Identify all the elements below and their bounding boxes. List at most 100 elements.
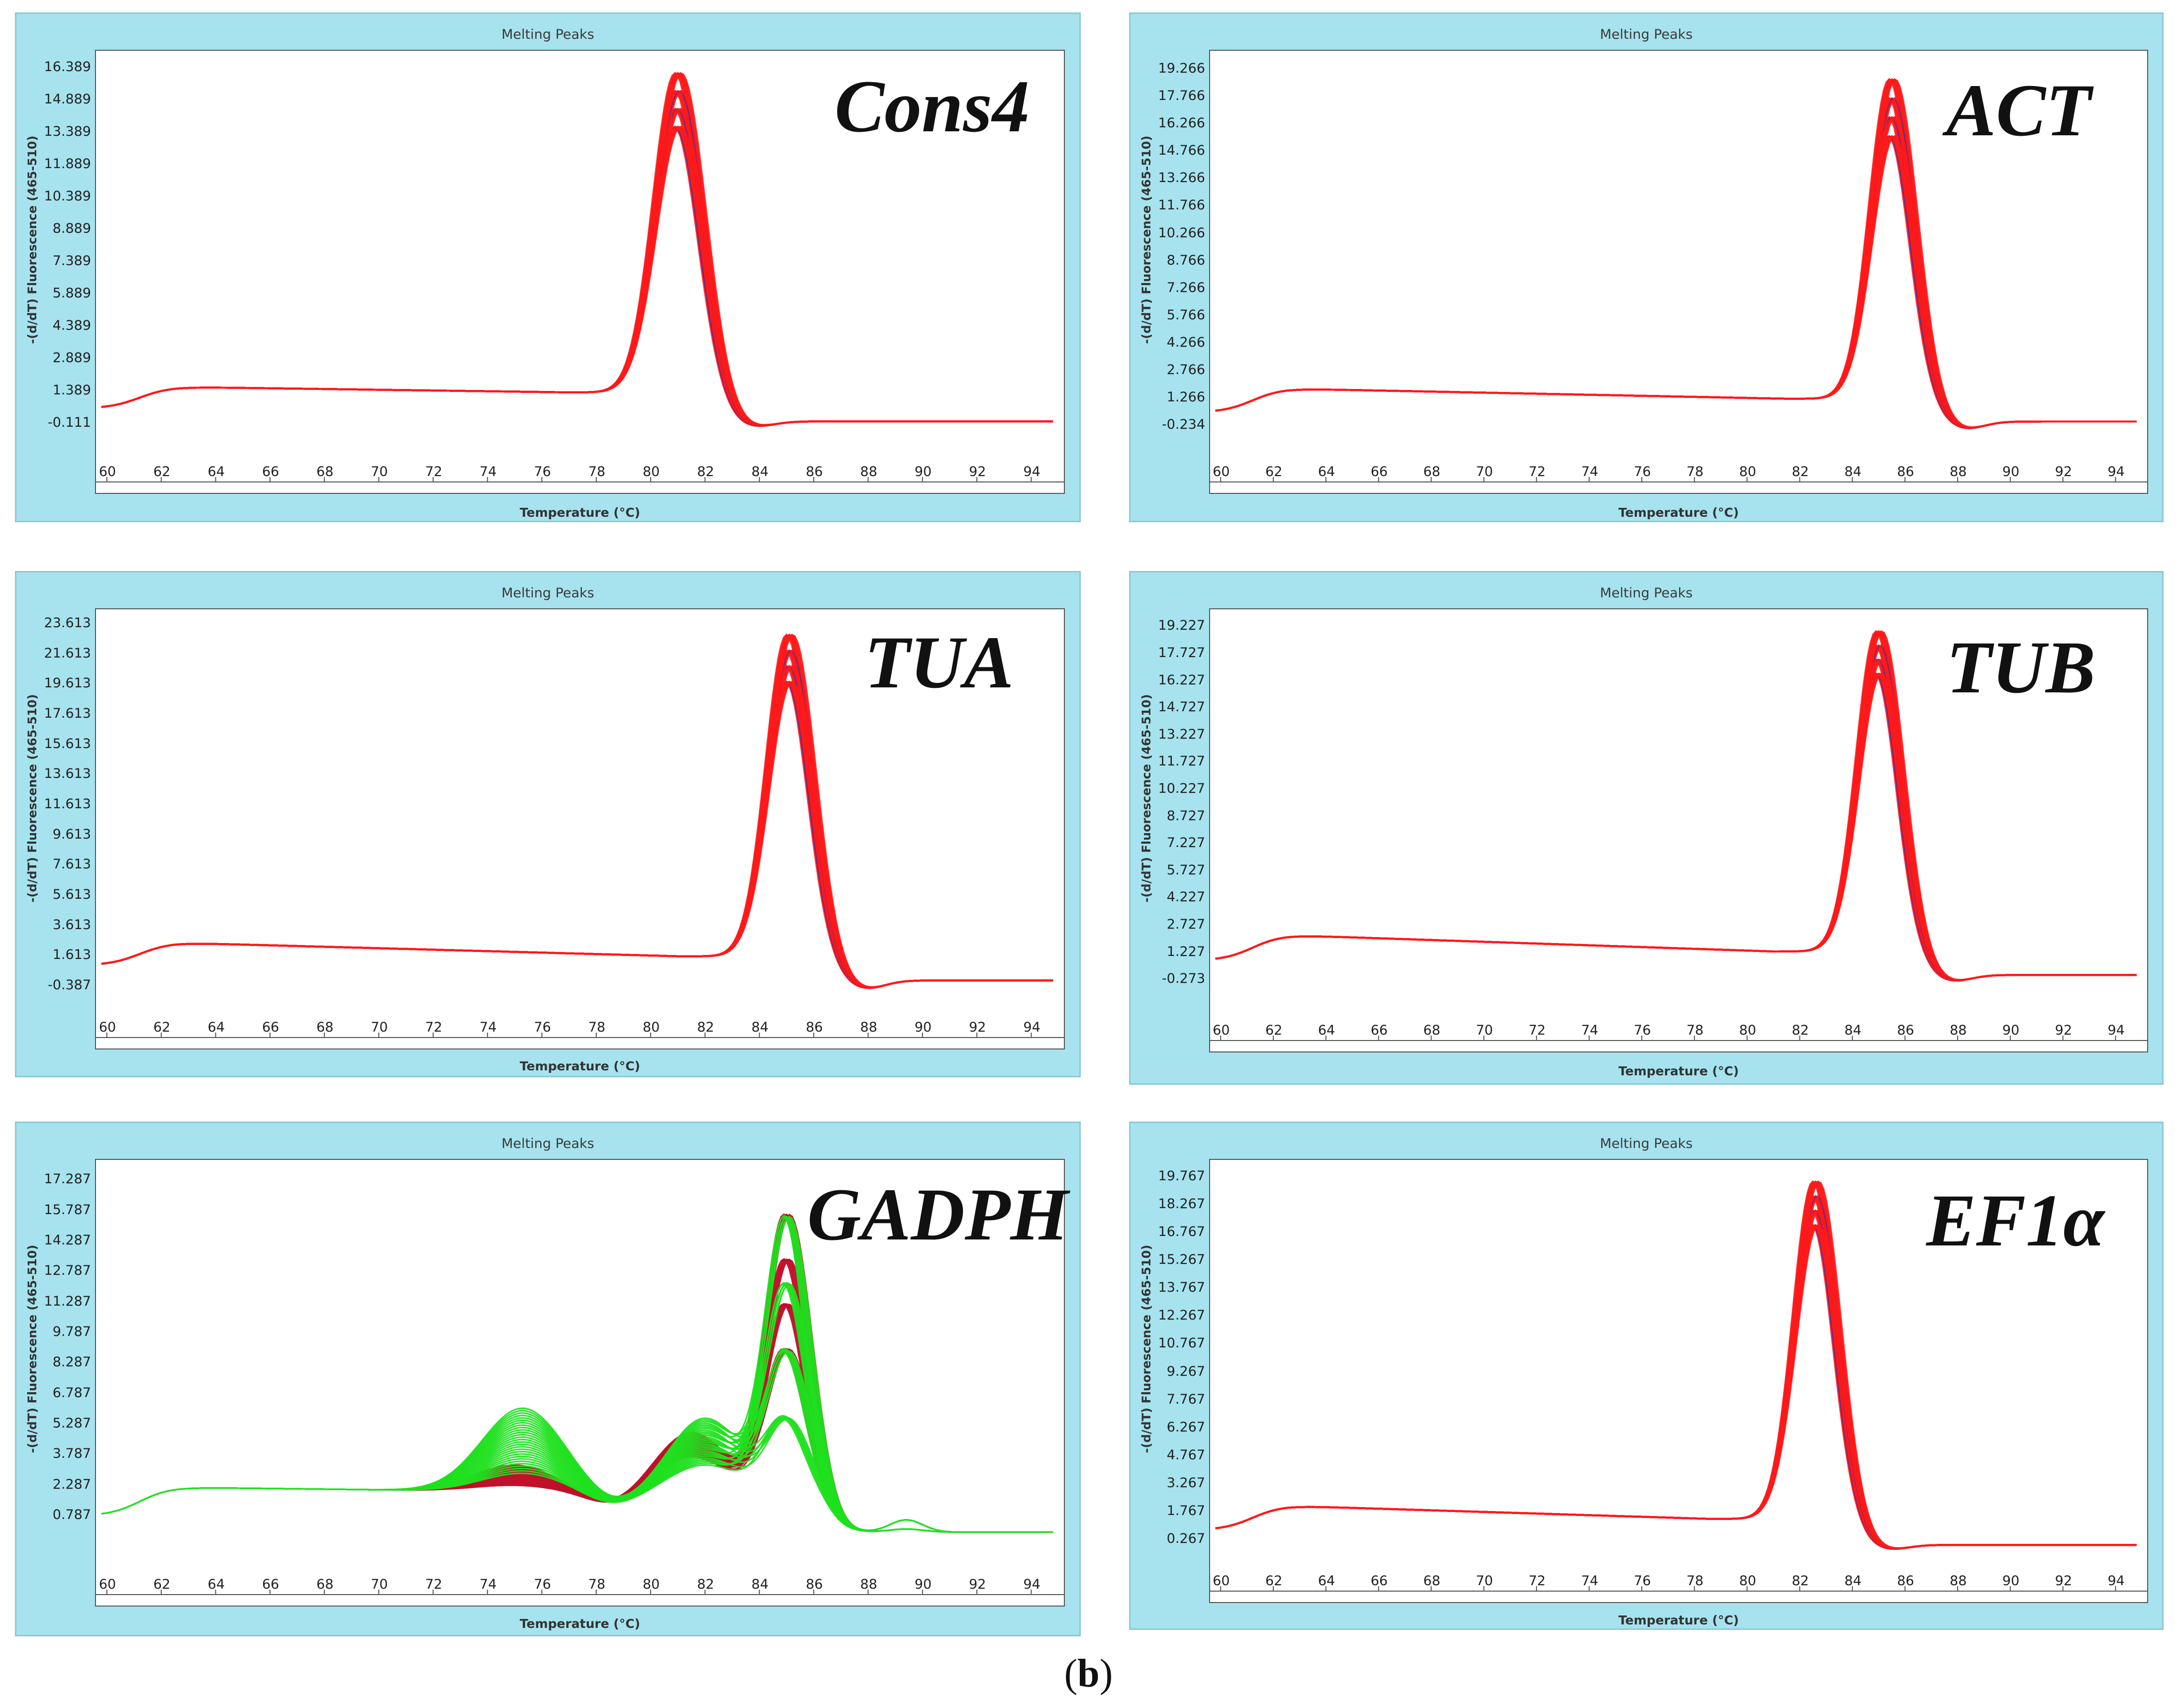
series-line — [101, 1349, 1053, 1533]
series-line — [101, 108, 1053, 427]
y-tick-label: 1.266 — [1166, 389, 1205, 405]
series-line — [101, 1215, 1053, 1533]
y-tick-label: 3.267 — [1166, 1475, 1205, 1491]
series-line — [101, 665, 1053, 989]
x-tick-label: 88 — [1949, 464, 1967, 479]
x-tick-label: 68 — [1423, 1573, 1440, 1589]
series-line — [101, 1350, 1053, 1533]
y-tick-label: 9.613 — [52, 826, 91, 842]
series-line — [101, 125, 1053, 427]
x-tick-label: 82 — [697, 464, 714, 479]
y-tick-label: 8.287 — [52, 1354, 91, 1370]
series-line — [101, 1303, 1053, 1533]
series-line — [101, 107, 1053, 426]
x-tick-label: 76 — [534, 1577, 551, 1592]
y-tick-label: 4.767 — [1166, 1447, 1205, 1463]
y-tick-label: 16.227 — [1158, 672, 1205, 688]
x-tick-label: 90 — [2002, 1573, 2020, 1589]
series-line — [1215, 1225, 2137, 1550]
series-line — [1215, 1224, 2137, 1550]
series-line — [101, 681, 1053, 989]
y-tick-label: 11.766 — [1158, 197, 1205, 213]
x-tick-label: 92 — [969, 1020, 986, 1035]
x-tick-label: 92 — [2055, 1023, 2072, 1038]
y-axis-label: -(d/dT) Fluorescence (465-510) — [25, 694, 39, 903]
x-tick-label: 76 — [534, 464, 551, 479]
y-tick-label: 13.389 — [44, 124, 91, 140]
x-tick-label: 78 — [588, 464, 606, 479]
chart-panel-ef1a: Melting Peaks -(d/dT) Fluorescence (465-… — [1129, 1122, 2164, 1630]
series-group — [101, 1214, 1053, 1533]
y-tick-label: 15.787 — [44, 1202, 91, 1218]
series-line — [101, 665, 1053, 989]
y-tick-label: 5.287 — [52, 1416, 91, 1431]
series-line — [1215, 116, 2137, 429]
x-tick-label: 76 — [1633, 464, 1651, 479]
series-line — [1215, 135, 2137, 429]
x-tick-label: 82 — [697, 1020, 714, 1035]
series-line — [101, 664, 1053, 989]
x-tick-label: 68 — [316, 464, 334, 479]
x-tick-label: 90 — [914, 1020, 932, 1035]
x-tick-label: 92 — [2055, 1573, 2072, 1589]
y-tick-label: 16.266 — [1158, 115, 1205, 131]
series-group — [1215, 1180, 2137, 1550]
x-tick-label: 60 — [98, 1020, 116, 1035]
y-axis-label: -(d/dT) Fluorescence (465-510) — [25, 1244, 39, 1453]
y-tick-label: 1.613 — [52, 947, 91, 963]
y-tick-label: 13.767 — [1158, 1280, 1205, 1296]
y-tick-label: 14.727 — [1158, 699, 1205, 715]
series-line — [1215, 672, 2137, 982]
x-tick-label: 84 — [1844, 464, 1862, 479]
series-line — [101, 108, 1053, 427]
x-axis-label: Temperature (°C) — [519, 505, 641, 520]
x-tick-label: 82 — [1792, 1023, 1809, 1038]
series-line — [1215, 116, 2137, 429]
series-line — [1215, 672, 2137, 982]
series-line — [101, 680, 1053, 989]
y-tick-label: 4.227 — [1166, 889, 1205, 905]
plot-area: 60 62 64 66 68 70 72 74 76 78 80 82 84 86 88 90 92 94 — [95, 1159, 1065, 1607]
x-tick-label: 78 — [588, 1020, 606, 1035]
x-tick-label: 72 — [425, 1577, 443, 1592]
gene-label: ACT — [1946, 69, 2091, 152]
chart-title: Melting Peaks — [1600, 585, 1693, 601]
chart-svg — [96, 633, 1064, 1038]
x-tick-label: 90 — [2002, 464, 2020, 479]
x-tick-label: 68 — [316, 1577, 334, 1592]
x-tick-label: 86 — [806, 464, 823, 479]
y-tick-label: 2.287 — [52, 1476, 91, 1492]
series-line — [101, 665, 1053, 989]
y-tick-label: 10.389 — [44, 189, 91, 204]
y-tick-label: 7.613 — [52, 856, 91, 872]
series-group — [1215, 630, 2137, 982]
series-line — [1215, 1224, 2137, 1550]
y-tick-label: 23.613 — [44, 615, 91, 631]
y-tick-label: 14.287 — [44, 1233, 91, 1248]
series-line — [1215, 116, 2137, 429]
series-line — [1215, 673, 2137, 982]
x-tick-label: 72 — [1528, 464, 1546, 479]
y-tick-label: -0.111 — [47, 415, 91, 431]
x-tick-label: 60 — [1213, 1023, 1230, 1038]
chart-title: Melting Peaks — [1600, 1136, 1693, 1151]
x-tick-label: 92 — [2055, 464, 2072, 479]
gene-label: EF1α — [1926, 1179, 2105, 1262]
plot-area: 60 62 64 66 68 70 72 74 76 78 80 82 84 86 88 90 92 94 — [1209, 1159, 2148, 1603]
series-line — [1215, 135, 2137, 429]
series-line — [101, 1351, 1053, 1533]
y-tick-label: 3.787 — [52, 1446, 91, 1462]
x-tick-label: 70 — [1476, 1573, 1493, 1589]
series-line — [101, 664, 1053, 989]
x-tick-label: 84 — [751, 464, 769, 479]
x-axis-label: Temperature (°C) — [519, 1616, 641, 1631]
x-tick-label: 70 — [371, 1020, 388, 1035]
x-tick-label: 64 — [1318, 464, 1335, 479]
y-tick-label: 7.767 — [1166, 1391, 1205, 1407]
series-line — [101, 680, 1053, 989]
x-tick-label: 86 — [1897, 1573, 1914, 1589]
x-axis-label: Temperature (°C) — [519, 1059, 641, 1073]
x-tick-label: 66 — [262, 1577, 280, 1592]
figure-caption: (b) — [0, 1651, 2177, 1697]
y-tick-label: 12.787 — [44, 1263, 91, 1279]
